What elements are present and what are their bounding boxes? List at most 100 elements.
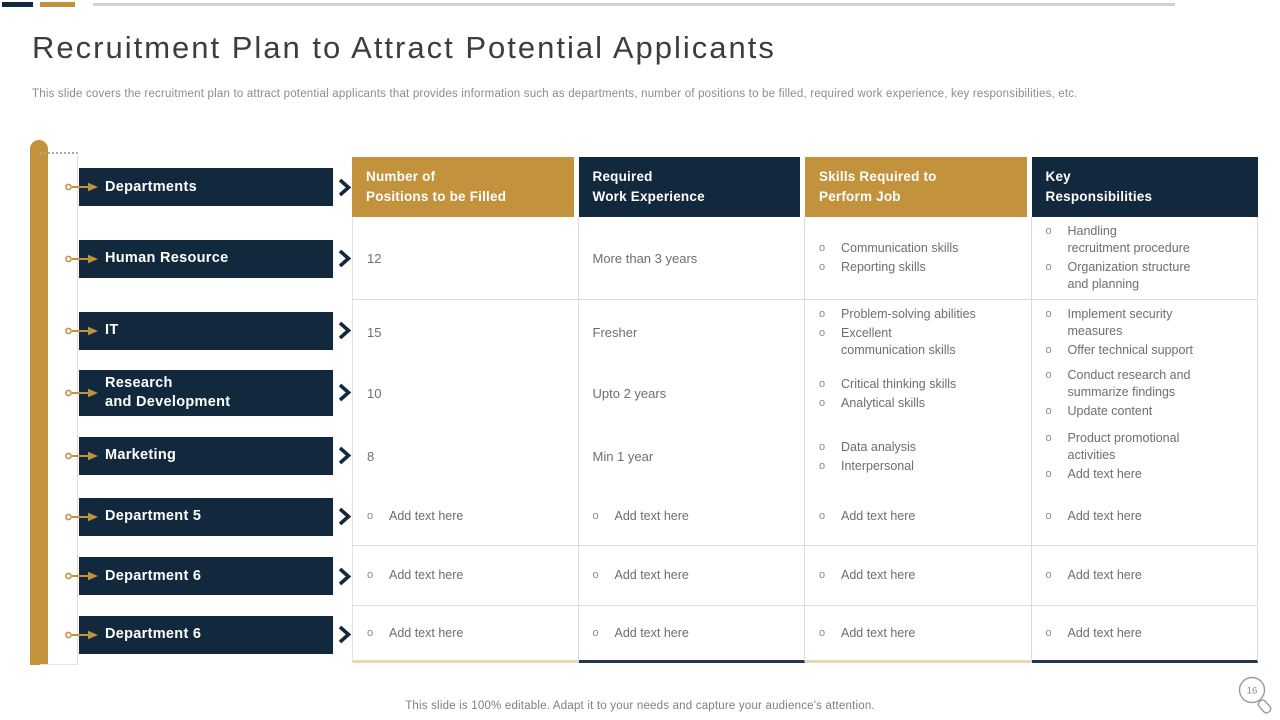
department-bar: Human Resource — [79, 239, 333, 278]
magnifier-handle-icon — [1257, 699, 1272, 714]
department-item: Human Resource — [30, 217, 352, 300]
bullet-marker-icon: o — [1045, 509, 1052, 522]
department-bar: Research and Development — [79, 369, 333, 416]
bullet-item: o Handling recruitment procedure — [1046, 223, 1250, 257]
table-cell: Fresher — [578, 300, 805, 366]
bullet-text: Add text here — [1067, 467, 1142, 481]
department-item: Departments — [30, 157, 352, 217]
table-cell: o Add text here — [1031, 487, 1258, 546]
bullet-text: Update content — [1067, 404, 1153, 418]
bullet-marker-icon: o — [592, 509, 599, 522]
bullet-list: o Add text here — [1046, 567, 1250, 584]
table-cell: o Add text here — [805, 487, 1032, 546]
table-cell: o Handling recruitment procedure o Organiza… — [1031, 217, 1258, 300]
department-item: Research and Development — [30, 361, 352, 424]
table-cell: o Add text here — [352, 487, 579, 546]
bullet-item: o Add text here — [367, 625, 570, 642]
bullet-marker-icon: o — [819, 308, 826, 320]
page-title: Recruitment Plan to Attract Potential Ap… — [32, 30, 776, 65]
table-cell: o Critical thinking skills o Analytical ski… — [805, 361, 1032, 427]
bullet-marker-icon: o — [367, 626, 374, 639]
table-cell: More than 3 years — [578, 217, 805, 300]
bullet-marker-icon: o — [819, 242, 826, 254]
department-item: Department 6 — [30, 606, 352, 663]
bullet-item: o Analytical skills — [819, 395, 1023, 412]
bullet-text: Add text here — [841, 508, 916, 523]
bullet-text: Add text here — [614, 568, 689, 582]
bullet-item: o Add text here — [1046, 466, 1250, 483]
bullet-marker-icon: o — [819, 261, 826, 273]
bullet-item: o Add text here — [1046, 567, 1250, 584]
bullet-text: Data analysis — [841, 439, 917, 454]
bullet-marker-icon: o — [819, 509, 826, 522]
bullet-text: Problem-solving abilities — [841, 307, 976, 321]
bullet-text: Interpersonal — [841, 458, 914, 473]
bullet-marker-icon: o — [592, 569, 599, 581]
table-row: 15 Fresher o Problem-solving abilities o Exce… — [352, 300, 1258, 366]
bullet-text: Conduct research and summarize findings — [1067, 368, 1191, 399]
department-label: Department 6 — [105, 567, 202, 584]
table-cell: o Add text here — [578, 546, 805, 606]
bullet-list: o Data analysis o Interpersonal — [819, 439, 1023, 475]
chevron-right-icon — [338, 567, 352, 585]
cell-text: 12 — [367, 250, 382, 266]
bullet-text: Offer technical support — [1067, 343, 1194, 357]
department-bar: Department 6 — [79, 615, 333, 654]
bullet-list: o Problem-solving abilities o Excellent com… — [819, 306, 1023, 359]
cell-text: 10 — [367, 386, 382, 401]
cell-text: Min 1 year — [592, 449, 654, 464]
table-cell: o Conduct research and summarize findings… — [1031, 361, 1258, 427]
department-label: Department 6 — [105, 626, 202, 643]
bullet-text: Handling recruitment procedure — [1067, 224, 1190, 255]
bullet-marker-icon: o — [819, 569, 826, 581]
bullet-text: Product promotional activities — [1067, 431, 1180, 462]
department-item: Department 5 — [30, 487, 352, 546]
bullet-item: o Reporting skills — [819, 259, 1023, 276]
bullet-marker-icon: o — [1045, 344, 1052, 356]
bullet-list: o Conduct research and summarize findings… — [1046, 367, 1250, 420]
bullet-list: o Add text here — [593, 625, 797, 642]
bullet-item: o Data analysis — [819, 439, 1023, 456]
bullet-marker-icon: o — [819, 459, 826, 472]
cell-text: More than 3 years — [592, 250, 698, 266]
table-cell: o Add text here — [1031, 546, 1258, 606]
column-header: Key Responsibilities — [1031, 157, 1258, 217]
connector-arrow-icon — [65, 512, 98, 521]
bullet-list: o Add text here — [1046, 625, 1250, 642]
bullet-text: Excellent communication skills — [841, 326, 956, 357]
table-row: 8 Min 1 year o Data analysis o Interpersonal o… — [352, 424, 1258, 490]
bullet-item: o Critical thinking skills — [819, 376, 1023, 393]
bullet-marker-icon: o — [819, 440, 826, 453]
cell-text: 8 — [367, 449, 375, 464]
bullet-text: Add text here — [614, 625, 689, 640]
connector-arrow-icon — [65, 182, 98, 192]
bullet-marker-icon: o — [1045, 626, 1052, 639]
department-label: Marketing — [105, 447, 177, 464]
chevron-right-icon — [338, 625, 352, 644]
bullet-text: Communication skills — [841, 241, 959, 255]
chevron-right-icon — [338, 321, 352, 340]
bullet-item: o Add text here — [1046, 508, 1250, 525]
connector-arrow-icon — [65, 326, 98, 335]
chevron-right-icon — [338, 507, 352, 526]
table-header-row: Number of Positions to be Filled Required… — [352, 157, 1258, 217]
cell-text: Fresher — [592, 325, 638, 340]
bullet-list: o Add text here — [819, 508, 1023, 525]
table-cell: o Add text here — [578, 487, 805, 546]
department-bar: Department 5 — [79, 497, 333, 536]
table-cell: Upto 2 years — [578, 361, 805, 427]
department-label: Human Resource — [105, 250, 229, 267]
page-subtitle: This slide covers the recruitment plan t… — [32, 88, 1078, 100]
connector-arrow-icon — [65, 630, 98, 639]
bullet-marker-icon: o — [1045, 308, 1052, 320]
chevron-right-icon — [338, 383, 352, 402]
bullet-item: o Organization structure and planning — [1046, 259, 1250, 293]
bullet-item: o Interpersonal — [819, 458, 1023, 475]
bullet-list: o Add text here — [819, 567, 1023, 584]
bullet-item: o Add text here — [593, 567, 797, 584]
bullet-list: o Handling recruitment procedure o Organiza… — [1046, 223, 1250, 293]
top-accent-navy-bar — [2, 2, 33, 7]
cell-text: 15 — [367, 325, 382, 340]
department-bar: IT — [79, 311, 333, 350]
chevron-right-icon — [338, 178, 352, 196]
